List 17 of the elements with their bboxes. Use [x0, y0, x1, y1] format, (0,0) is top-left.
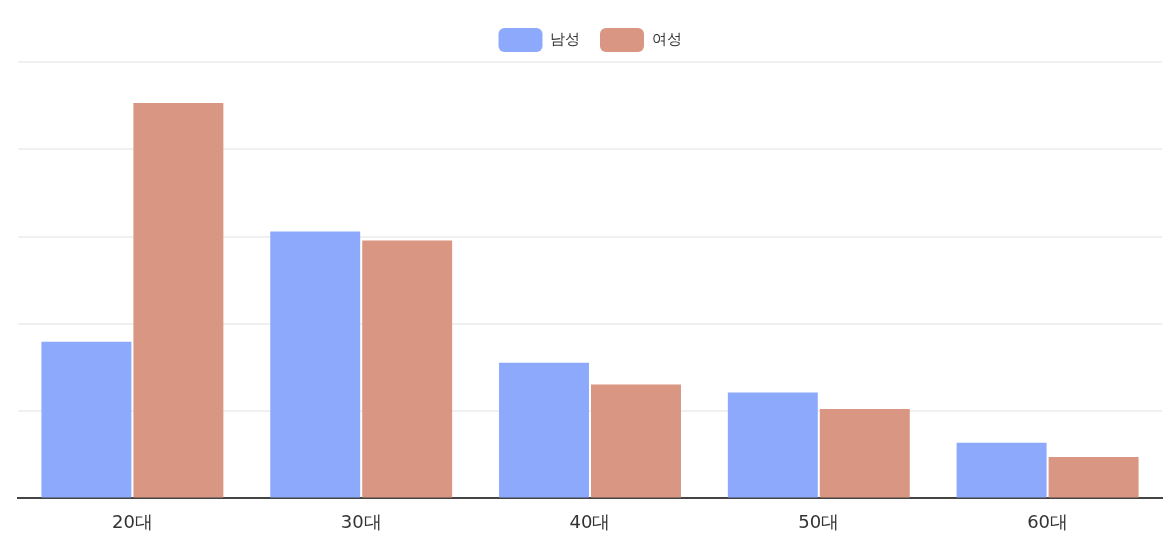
- bar: [41, 341, 132, 498]
- x-tick-label: 20대: [111, 510, 153, 532]
- x-tick-label: 40대: [569, 510, 611, 532]
- x-tick-label: 30대: [340, 510, 382, 532]
- x-tick-label: 50대: [798, 510, 840, 532]
- legend-label: 여성: [651, 29, 682, 48]
- bar: [1048, 456, 1139, 498]
- bar: [819, 409, 910, 498]
- bar: [956, 442, 1047, 498]
- bar: [362, 240, 453, 498]
- bar: [591, 384, 681, 498]
- legend-label: 남성: [550, 29, 580, 48]
- bar: [499, 362, 589, 498]
- bar: [270, 231, 361, 498]
- bar: [727, 392, 818, 498]
- x-tick-label: 60대: [1027, 510, 1069, 532]
- bar: [133, 103, 224, 498]
